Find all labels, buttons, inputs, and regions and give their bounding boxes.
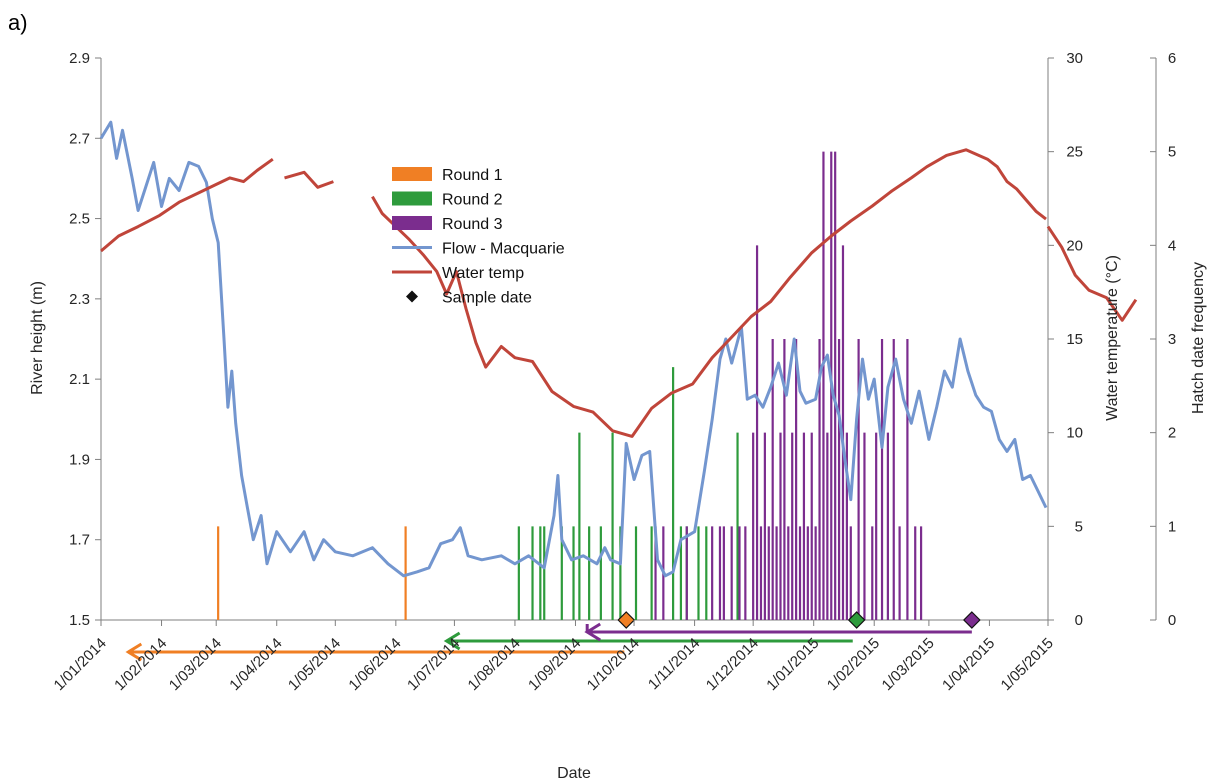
y-left-tick-label: 1.7	[69, 532, 90, 549]
legend-label-round3: Round 3	[442, 216, 503, 233]
x-tick-label: 1/01/2014	[51, 635, 110, 694]
x-tick-label: 1/11/2014	[645, 635, 703, 693]
y-right-hatch-tick-label: 2	[1168, 425, 1176, 442]
y-left-tick-label: 1.9	[69, 451, 90, 468]
y-left-tick-label: 2.1	[69, 371, 90, 388]
arrowhead-round-2	[443, 631, 461, 651]
legend-label-sample: Sample date	[442, 290, 532, 307]
y-axis-right-temp-title: Water temperature (°C)	[1104, 255, 1121, 421]
legend-label-flow: Flow - Macquarie	[442, 241, 565, 258]
water-temp-line	[284, 170, 334, 189]
legend-label-round1: Round 1	[442, 167, 503, 184]
y-left-tick-label: 2.9	[69, 50, 90, 67]
y-right-hatch-tick-label: 3	[1168, 331, 1176, 348]
x-tick-label: 1/03/2014	[166, 635, 225, 694]
y-right-temp-tick-label: 5	[1075, 518, 1083, 535]
y-right-hatch-tick-label: 1	[1168, 518, 1176, 535]
y-right-hatch-tick-label: 4	[1168, 237, 1176, 254]
y-left-tick-label: 2.5	[69, 211, 90, 228]
x-tick-label: 1/12/2014	[703, 635, 762, 694]
x-tick-label: 1/05/2015	[998, 635, 1057, 694]
y-right-temp-tick-label: 30	[1066, 50, 1083, 67]
arrowhead-round-1	[125, 642, 143, 662]
legend-swatch-round3	[392, 216, 432, 230]
hatch-bars	[217, 151, 923, 620]
x-tick-label: 1/04/2015	[939, 635, 998, 694]
y-right-temp-tick-label: 25	[1066, 144, 1083, 161]
y-right-temp-tick-label: 0	[1075, 612, 1083, 629]
legend-swatch-round1	[392, 167, 432, 181]
legend-swatch-sample	[406, 290, 418, 303]
sample-date-marker-round-1	[617, 611, 636, 629]
y-right-temp-tick-label: 10	[1066, 425, 1083, 442]
axes: 1.5 1.7 1.9 2.1 2.3 2.5 2.7 2.9 0 5 10 15 20 25 30 0 1 2 3…	[69, 50, 1176, 629]
x-tick-label: 1/08/2014	[465, 635, 524, 694]
x-tick-label: 1/05/2014	[285, 635, 344, 694]
flow-macquarie-line	[99, 120, 1048, 578]
legend-swatch-round2	[392, 191, 432, 206]
x-tick-label: 1/10/2014	[584, 635, 643, 694]
y-axis-left-title: River height (m)	[29, 281, 46, 395]
y-left-tick-label: 2.7	[69, 130, 90, 147]
legend-label-temp: Water temp	[442, 265, 524, 282]
legend-label-round2: Round 2	[442, 192, 503, 209]
water-temp-line	[371, 148, 1047, 438]
panel-label: a)	[8, 10, 28, 35]
x-tick-label: 1/01/2015	[763, 635, 822, 694]
series-lines	[99, 120, 1138, 578]
x-tick-label: 1/09/2014	[525, 635, 584, 694]
sample-date-marker-round-3	[963, 611, 981, 629]
y-axis-right-hatch-title: Hatch date frequency	[1190, 262, 1207, 414]
x-tick-label: 1/02/2015	[824, 635, 883, 694]
x-tick-label: 1/06/2014	[345, 635, 404, 694]
legend: Round 1 Round 2 Round 3 Flow - Macquarie Wat…	[392, 167, 565, 307]
x-tick-label: 1/07/2014	[404, 635, 463, 694]
y-right-hatch-tick-label: 5	[1168, 144, 1176, 161]
sample-markers	[617, 611, 981, 629]
x-tick-label: 1/03/2015	[879, 635, 938, 694]
round-arrows	[125, 622, 972, 662]
x-axis-title: Date	[557, 765, 591, 781]
y-right-hatch-tick-label: 0	[1168, 612, 1176, 629]
sample-date-marker-round-2	[847, 611, 866, 629]
y-right-hatch-tick-label: 6	[1168, 50, 1176, 67]
y-left-tick-label: 2.3	[69, 291, 90, 308]
y-right-temp-tick-label: 20	[1066, 237, 1083, 254]
water-temp-line	[100, 157, 274, 253]
y-right-temp-tick-label: 15	[1066, 331, 1083, 348]
water-temp-line	[1046, 225, 1138, 322]
x-tick-label: 1/04/2014	[226, 635, 285, 694]
y-left-tick-label: 1.5	[69, 612, 90, 629]
